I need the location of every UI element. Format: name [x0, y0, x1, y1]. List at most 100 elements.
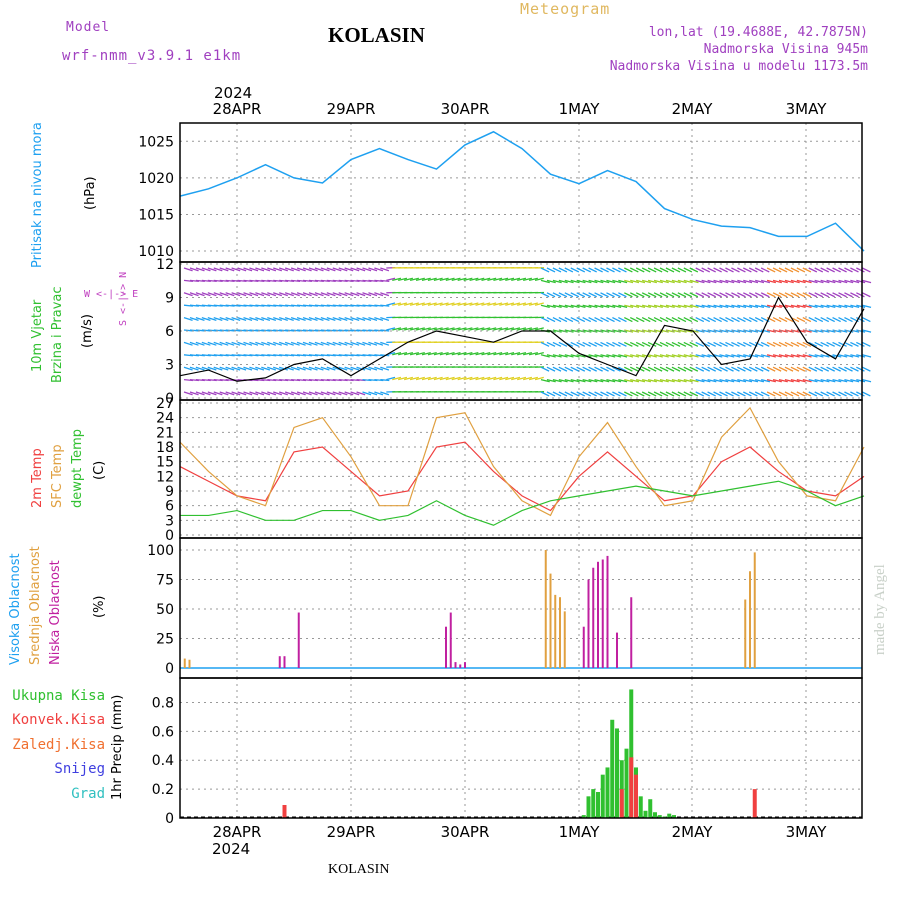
wind-arrow	[600, 329, 610, 333]
wind-arrow	[350, 366, 360, 371]
model-name: wrf-nmm_v3.9.1 e1km	[62, 48, 242, 64]
wind-arrow	[308, 391, 318, 396]
wind-ytick: 9	[165, 291, 174, 307]
wind-arrow	[790, 341, 800, 347]
wind-arrow	[713, 292, 722, 298]
wind-arrow	[784, 292, 794, 298]
wind-arrow	[338, 366, 348, 371]
wind-arrow	[249, 366, 259, 371]
wind-arrow	[195, 366, 205, 371]
wind-arrow	[558, 279, 568, 284]
wind-arrow	[665, 378, 675, 383]
precip-bar	[648, 799, 653, 818]
wind-arrow	[570, 366, 580, 372]
wind-arrow	[766, 391, 776, 397]
wind-arrow	[630, 329, 640, 333]
wind-arrow	[826, 292, 835, 298]
wind-arrow	[576, 391, 586, 397]
wind-arrow	[564, 292, 574, 298]
wind-arrow	[344, 316, 354, 321]
wind-arrow	[558, 354, 568, 358]
wind-arrow	[481, 351, 491, 356]
wind-arrow	[409, 327, 419, 331]
wind-arrow	[398, 302, 408, 306]
wind-arrow	[570, 292, 580, 298]
wind-arrow	[338, 292, 348, 297]
wind-arrow	[630, 304, 640, 309]
wind-arrow	[844, 292, 853, 298]
wind-arrow	[671, 366, 681, 372]
wind-arrow	[618, 366, 627, 372]
pressure-ytick: 1015	[138, 207, 174, 223]
wind-arrow	[362, 391, 372, 396]
wind-arrow	[255, 391, 265, 396]
wind-arrow	[368, 391, 378, 396]
wind-arrow	[600, 292, 609, 298]
wind-arrow	[582, 279, 592, 284]
elevation: Nadmorska Visina 945m	[703, 42, 868, 57]
wind-arrow	[808, 304, 818, 309]
wind-arrow	[808, 391, 818, 397]
wind-arrow	[273, 316, 283, 321]
wind-arrow	[588, 267, 597, 273]
wind-arrow	[278, 391, 288, 396]
wind-arrow	[290, 391, 300, 396]
wind-arrow	[820, 341, 830, 347]
wind-arrow	[243, 366, 253, 371]
wind-arrow	[296, 316, 306, 321]
wind-arrow	[517, 351, 527, 356]
wind-arrow	[362, 341, 372, 346]
precip-legend-total: Ukupna Kisa	[12, 688, 105, 704]
wind-arrow	[255, 366, 265, 371]
wind-arrow	[409, 302, 419, 306]
wind-arrow	[671, 279, 681, 284]
wind-arrow	[267, 341, 277, 346]
wind-arrow	[421, 376, 431, 381]
wind-arrow	[189, 366, 199, 371]
wind-arrow	[820, 378, 830, 383]
wind-arrow	[338, 316, 348, 321]
wind-arrow	[760, 366, 770, 372]
wind-arrow	[576, 317, 586, 323]
wind-arrow	[683, 292, 693, 298]
wind-arrow	[469, 327, 479, 331]
wind-arrow	[707, 267, 716, 273]
temp-ytick: 24	[156, 411, 174, 427]
wind-arrow	[695, 317, 705, 323]
wind-arrow	[439, 376, 449, 381]
wind-arrow	[636, 378, 646, 383]
wind-arrow	[802, 279, 812, 284]
wind-arrow	[838, 341, 847, 347]
wind-arrow	[707, 304, 717, 309]
wind-arrow	[629, 267, 639, 273]
wind-arrow	[588, 354, 598, 358]
wind-arrow	[790, 279, 800, 284]
wind-arrow	[463, 327, 473, 331]
wind-arrow	[719, 366, 728, 372]
wind-arrow	[231, 267, 241, 272]
wind-arrow	[362, 267, 372, 272]
wind-arrow	[540, 341, 550, 347]
wind-arrow	[219, 316, 229, 321]
wind-arrow	[689, 366, 699, 372]
wind-arrow	[606, 292, 615, 298]
wind-arrow	[695, 329, 705, 333]
wind-arrow	[695, 366, 705, 372]
wind-arrow	[403, 302, 414, 306]
wind-arrow	[731, 366, 740, 372]
wind-arrow	[677, 279, 687, 284]
wind-arrow	[790, 304, 800, 309]
wind-arrow	[784, 279, 794, 284]
wind-arrow	[374, 316, 384, 321]
wind-arrow	[374, 366, 384, 371]
wind-arrow	[802, 378, 812, 383]
wind-arrow	[296, 267, 306, 272]
wind-arrow	[850, 366, 859, 372]
wind-arrow	[237, 267, 247, 272]
precip-bar	[672, 815, 676, 818]
wind-arrow	[713, 378, 723, 383]
wind-arrow	[653, 279, 663, 284]
cloud-ytick: 25	[156, 632, 174, 648]
precip-bar	[610, 719, 615, 818]
wind-arrow	[832, 341, 841, 347]
